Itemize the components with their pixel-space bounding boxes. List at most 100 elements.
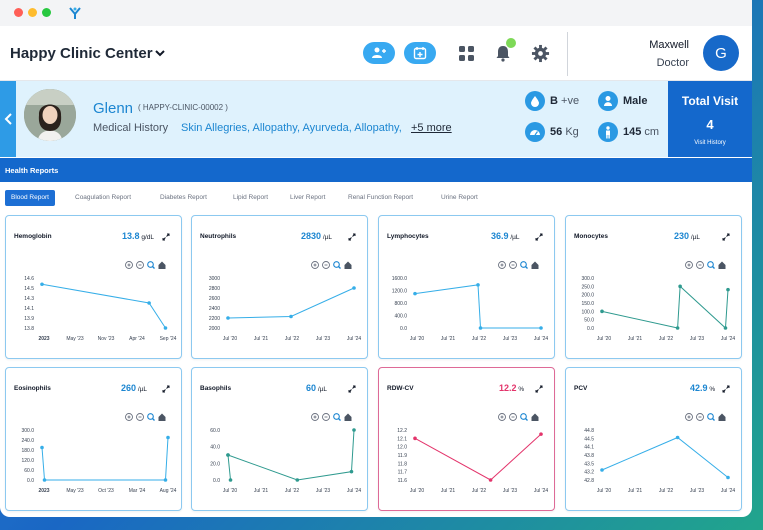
home-icon[interactable] <box>718 413 726 422</box>
expand-icon[interactable] <box>535 233 543 241</box>
series-line <box>41 283 166 329</box>
home-icon[interactable] <box>344 413 352 422</box>
clinic-name[interactable]: Happy Clinic Center <box>10 45 153 62</box>
add-patient-icon <box>372 47 386 58</box>
zoom-in-icon[interactable] <box>311 261 319 269</box>
magnifier-icon[interactable] <box>520 261 528 269</box>
y-tick-label: 14.3 <box>24 296 34 302</box>
chevron-down-icon[interactable] <box>154 48 166 58</box>
magnifier-icon[interactable] <box>147 261 155 269</box>
expand-icon[interactable] <box>348 233 356 241</box>
zoom-out-icon[interactable] <box>509 413 517 421</box>
chart-toolbar <box>498 413 539 422</box>
zoom-in-icon[interactable] <box>685 413 693 421</box>
chart-title: RDW-CV <box>387 385 414 392</box>
magnifier-icon[interactable] <box>707 261 715 269</box>
close-window-button[interactable] <box>14 8 23 17</box>
x-tick-label: May '23 <box>66 336 84 342</box>
magnifier-icon[interactable] <box>333 261 341 269</box>
tab-lipid-report[interactable]: Lipid Report <box>233 194 269 201</box>
zoom-out-icon[interactable] <box>696 261 704 269</box>
magnifier-icon[interactable] <box>333 413 341 421</box>
settings-button[interactable] <box>529 42 551 64</box>
expand-icon[interactable] <box>162 233 170 241</box>
y-tick-label: 11.8 <box>398 461 408 467</box>
apps-grid-button[interactable] <box>455 42 477 64</box>
data-point <box>295 478 300 482</box>
chart-toolbar <box>311 261 352 270</box>
gear-icon <box>531 44 549 62</box>
y-tick-label: 0.0 <box>213 478 220 484</box>
zoom-in-icon[interactable] <box>125 413 133 421</box>
notifications-button[interactable] <box>492 42 514 64</box>
zoom-out-icon[interactable] <box>509 261 517 269</box>
x-tick-label: 2023 <box>38 488 49 494</box>
zoom-out-icon[interactable] <box>136 261 144 269</box>
chart-title: Lymphocytes <box>387 233 429 240</box>
zoom-in-icon[interactable] <box>125 261 133 269</box>
visit-history-link[interactable]: Visit History <box>694 140 726 146</box>
zoom-in-icon[interactable] <box>685 261 693 269</box>
data-point <box>413 291 417 296</box>
weight-stat: 56 Kg <box>525 122 579 142</box>
back-button[interactable] <box>0 81 16 157</box>
y-tick-label: 800.0 <box>394 301 407 307</box>
expand-icon[interactable] <box>722 233 730 241</box>
weight: 56 <box>550 126 563 138</box>
magnifier-icon[interactable] <box>520 413 528 421</box>
report-card-basophils: Basophils 60 /µL 60.0 40.0 20.0 0.0 Jul '20 Jul… <box>191 367 368 511</box>
tab-liver-report[interactable]: Liver Report <box>290 194 326 201</box>
x-tick-label: Jul '22 <box>285 336 300 342</box>
zoom-in-icon[interactable] <box>311 413 319 421</box>
series-line <box>227 287 355 319</box>
chart-current-value: 260 /µL <box>121 383 148 393</box>
y-tick-label: 14.6 <box>24 276 34 282</box>
add-appointment-button[interactable] <box>404 42 436 64</box>
x-tick-label: Jul '24 <box>347 336 362 342</box>
health-reports-bar: Health Reports <box>0 158 752 182</box>
minimize-window-button[interactable] <box>28 8 37 17</box>
data-point <box>289 314 293 319</box>
health-reports-title: Health Reports <box>5 166 59 175</box>
patient-id: ( HAPPY-CLINIC-00002 ) <box>138 103 228 112</box>
tab-blood-report[interactable]: Blood Report <box>5 190 55 206</box>
tab-urine-report[interactable]: Urine Report <box>441 194 478 201</box>
expand-icon[interactable] <box>722 385 730 393</box>
medical-history-label: Medical History <box>93 122 169 134</box>
chart-current-value: 12.2 % <box>499 383 525 393</box>
zoom-out-icon[interactable] <box>136 413 144 421</box>
tab-coagulation-report[interactable]: Coagulation Report <box>75 194 132 201</box>
home-icon[interactable] <box>718 261 726 270</box>
y-tick-label: 1600.0 <box>392 276 408 282</box>
user-avatar[interactable]: G <box>703 35 739 71</box>
expand-icon[interactable] <box>535 385 543 393</box>
home-icon[interactable] <box>344 261 352 270</box>
more-history-link[interactable]: +5 more <box>411 122 452 134</box>
tab-diabetes-report[interactable]: Diabetes Report <box>160 194 207 201</box>
add-patient-button[interactable] <box>363 42 395 64</box>
x-tick-label: Jul '23 <box>316 488 331 494</box>
zoom-out-icon[interactable] <box>696 413 704 421</box>
magnifier-icon[interactable] <box>707 413 715 421</box>
x-tick-label: Jul '21 <box>628 488 643 494</box>
home-icon[interactable] <box>531 261 539 270</box>
expand-icon[interactable] <box>162 385 170 393</box>
zoom-out-icon[interactable] <box>322 413 330 421</box>
home-icon[interactable] <box>531 413 539 422</box>
zoom-in-icon[interactable] <box>498 261 506 269</box>
tab-renal-function-report[interactable]: Renal Function Report <box>348 194 414 201</box>
y-tick-label: 400.0 <box>394 314 407 320</box>
expand-icon[interactable] <box>348 385 356 393</box>
weight-scale-icon <box>530 130 540 136</box>
total-visit-count: 4 <box>706 117 714 132</box>
home-icon[interactable] <box>158 261 166 270</box>
zoom-out-icon[interactable] <box>322 261 330 269</box>
data-point <box>413 436 417 441</box>
zoom-in-icon[interactable] <box>498 413 506 421</box>
y-tick-label: 2000 <box>209 326 220 332</box>
home-icon[interactable] <box>158 413 166 422</box>
y-tick-label: 3000 <box>209 276 220 282</box>
magnifier-icon[interactable] <box>147 413 155 421</box>
maximize-window-button[interactable] <box>42 8 51 17</box>
